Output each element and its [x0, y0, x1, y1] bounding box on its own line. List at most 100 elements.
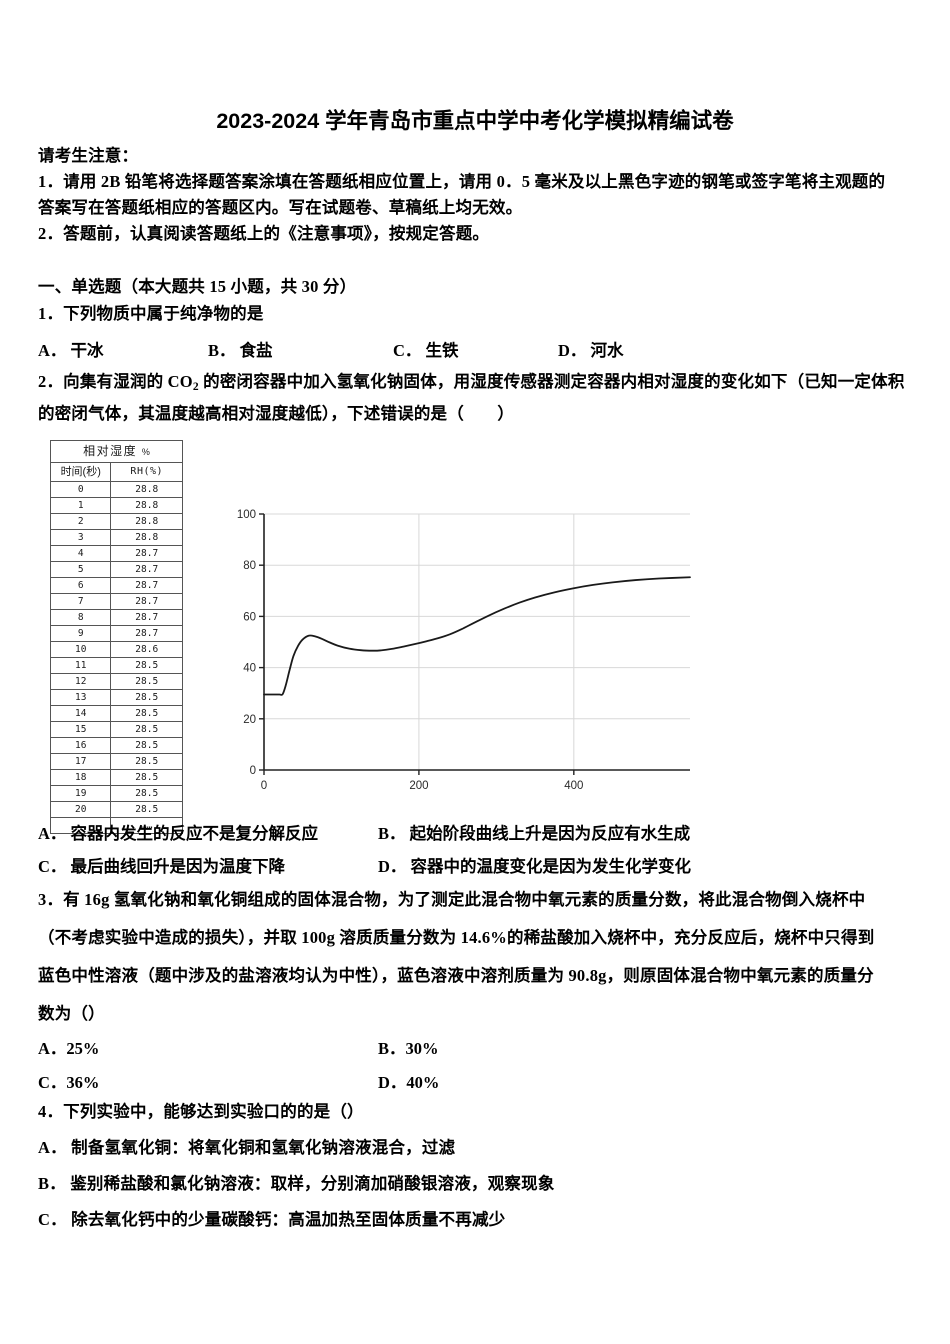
- table-cell-rh: 28.8: [110, 497, 183, 514]
- table-row: 7 28.7: [49, 593, 183, 610]
- question-2-option-c[interactable]: C． 最后曲线回升是因为温度下降: [38, 857, 286, 876]
- y-tick-label: 20: [243, 714, 256, 726]
- table-cell-rh: 28.5: [110, 657, 183, 674]
- table-title-cell: 相对湿度 %: [50, 440, 183, 463]
- chart-series-line: [263, 576, 691, 696]
- table-row: 15 28.5: [49, 721, 183, 738]
- y-tick-label: 100: [237, 509, 256, 521]
- table-header-rh: RH(%): [110, 462, 183, 482]
- table-row: 14 28.5: [49, 705, 183, 722]
- table-cell-rh: 28.7: [110, 609, 183, 626]
- question-1-option-a[interactable]: A． 干冰: [38, 341, 104, 360]
- question-3-option-b[interactable]: B．30%: [378, 1039, 439, 1058]
- table-row: 6 28.7: [49, 577, 183, 594]
- table-cell-rh: 28.5: [110, 737, 183, 754]
- table-row: 13 28.5: [49, 689, 183, 706]
- table-cell-rh: 28.8: [110, 481, 183, 498]
- table-cell-time: 20: [49, 801, 112, 818]
- table-row: 19 28.5: [49, 785, 183, 802]
- table-cell-rh: 28.5: [110, 705, 183, 722]
- table-row: 4 28.7: [49, 545, 183, 562]
- table-cell-rh: 28.5: [110, 721, 183, 738]
- table-cell-rh: 28.5: [110, 785, 183, 802]
- x-tick-label: 0: [261, 780, 267, 792]
- table-row: 10 28.6: [49, 641, 183, 658]
- table-cell-time: 4: [49, 545, 112, 562]
- notice-line-1a: 1．请用 2B 铅笔将选择题答案涂填在答题纸相应位置上，请用 0．5 毫米及以上…: [38, 172, 886, 191]
- question-3-stem-line-3: 蓝色中性溶液（题中涉及的盐溶液均认为中性），蓝色溶液中溶剂质量为 90.8g，则…: [38, 966, 874, 985]
- question-3-option-d[interactable]: D．40%: [378, 1073, 440, 1092]
- table-cell-time: 6: [49, 577, 112, 594]
- table-cell-rh: 28.7: [110, 577, 183, 594]
- question-2-option-a[interactable]: A． 容器内发生的反应不是复分解反应: [38, 824, 319, 843]
- table-row: …………: [49, 817, 183, 834]
- table-cell-rh: ……: [110, 817, 183, 834]
- question-2-option-b[interactable]: B． 起始阶段曲线上升是因为反应有水生成: [378, 824, 691, 843]
- table-cell-time: 16: [49, 737, 112, 754]
- table-row: 12 28.5: [49, 673, 183, 690]
- table-cell-rh: 28.7: [110, 625, 183, 642]
- table-cell-rh: 28.8: [110, 513, 183, 530]
- notice-heading: 请考生注意：: [38, 146, 139, 165]
- question-1-option-b[interactable]: B． 食盐: [208, 341, 273, 360]
- table-cell-time: 1: [49, 497, 112, 514]
- question-3-option-c[interactable]: C．36%: [38, 1073, 100, 1092]
- question-4-option-c[interactable]: C． 除去氧化钙中的少量碳酸钙：高温加热至固体质量不再减少: [38, 1210, 506, 1229]
- table-row: 17 28.5: [49, 753, 183, 770]
- table-cell-rh: 28.5: [110, 769, 183, 786]
- page-title: 2023-2024 学年青岛市重点中学中考化学模拟精编试卷: [216, 109, 734, 133]
- table-row: 11 28.5: [49, 657, 183, 674]
- question-4-option-b[interactable]: B． 鉴别稀盐酸和氯化钠溶液：取样，分别滴加硝酸银溶液，观察现象: [38, 1174, 555, 1193]
- question-3-stem-line-4: 数为（）: [38, 1004, 105, 1023]
- humidity-line-chart: 0 20 40 60 80 100 0 200 400: [232, 498, 702, 798]
- table-cell-time: 10: [49, 641, 112, 658]
- table-cell-rh: 28.8: [110, 529, 183, 546]
- table-cell-time: ……: [49, 817, 112, 834]
- table-cell-rh: 28.5: [110, 673, 183, 690]
- notice-line-2: 2．答题前，认真阅读答题纸上的《注意事项》，按规定答题。: [38, 224, 490, 243]
- table-cell-rh: 28.6: [110, 641, 183, 658]
- y-tick-label: 80: [243, 560, 256, 572]
- y-tick-label: 40: [243, 663, 256, 675]
- table-cell-time: 14: [49, 705, 112, 722]
- table-cell-time: 15: [49, 721, 112, 738]
- question-3-stem-line-1: 3．有 16g 氢氧化钠和氧化铜组成的固体混合物，为了测定此混合物中氧元素的质量…: [38, 890, 866, 909]
- table-title-row: 相对湿度 %: [50, 440, 183, 463]
- question-2-stem-line-2: 的密闭气体，其温度越高相对湿度越低），下述错误的是（ ）: [38, 404, 515, 423]
- table-cell-rh: 28.7: [110, 561, 183, 578]
- table-row: 0 28.8: [49, 481, 183, 498]
- table-cell-time: 12: [49, 673, 112, 690]
- table-cell-time: 0: [49, 481, 112, 498]
- y-tick-label: 0: [250, 765, 256, 777]
- table-cell-time: 17: [49, 753, 112, 770]
- table-header-time: 时间(秒): [49, 462, 112, 482]
- chart-svg: 0 20 40 60 80 100 0 200 400: [237, 509, 691, 792]
- table-cell-time: 19: [49, 785, 112, 802]
- table-row: 8 28.7: [49, 609, 183, 626]
- question-1-stem: 1．下列物质中属于纯净物的是: [38, 304, 264, 323]
- table-cell-time: 18: [49, 769, 112, 786]
- table-row: 1 28.8: [49, 497, 183, 514]
- table-header-row: 时间(秒) RH(%): [49, 462, 183, 482]
- table-cell-rh: 28.5: [110, 753, 183, 770]
- question-3-stem-line-2: （不考虑实验中造成的损失），并取 100g 溶质质量分数为 14.6%的稀盐酸加…: [38, 928, 875, 947]
- section-heading: 一、单选题（本大题共 15 小题，共 30 分）: [38, 277, 357, 296]
- table-cell-time: 11: [49, 657, 112, 674]
- table-row: 2 28.8: [49, 513, 183, 530]
- question-1-option-d[interactable]: D． 河水: [558, 341, 624, 360]
- y-tick-label: 60: [243, 611, 256, 623]
- question-4-stem: 4．下列实验中，能够达到实验口的的是（）: [38, 1102, 364, 1121]
- question-2-option-d[interactable]: D． 容器中的温度变化是因为发生化学变化: [378, 857, 692, 876]
- relative-humidity-table: 相对湿度 % 时间(秒) RH(%) 0 28.8 1 28.8 2 28.8 3 28.8 4…: [49, 440, 183, 834]
- table-cell-time: 5: [49, 561, 112, 578]
- table-cell-time: 9: [49, 625, 112, 642]
- table-cell-rh: 28.5: [110, 801, 183, 818]
- question-1-option-c[interactable]: C． 生铁: [393, 341, 459, 360]
- table-cell-rh: 28.7: [110, 593, 183, 610]
- table-cell-time: 2: [49, 513, 112, 530]
- table-row: 18 28.5: [49, 769, 183, 786]
- table-cell-time: 7: [49, 593, 112, 610]
- question-4-option-a[interactable]: A． 制备氢氧化铜：将氧化铜和氢氧化钠溶液混合，过滤: [38, 1138, 456, 1157]
- question-3-option-a[interactable]: A．25%: [38, 1039, 100, 1058]
